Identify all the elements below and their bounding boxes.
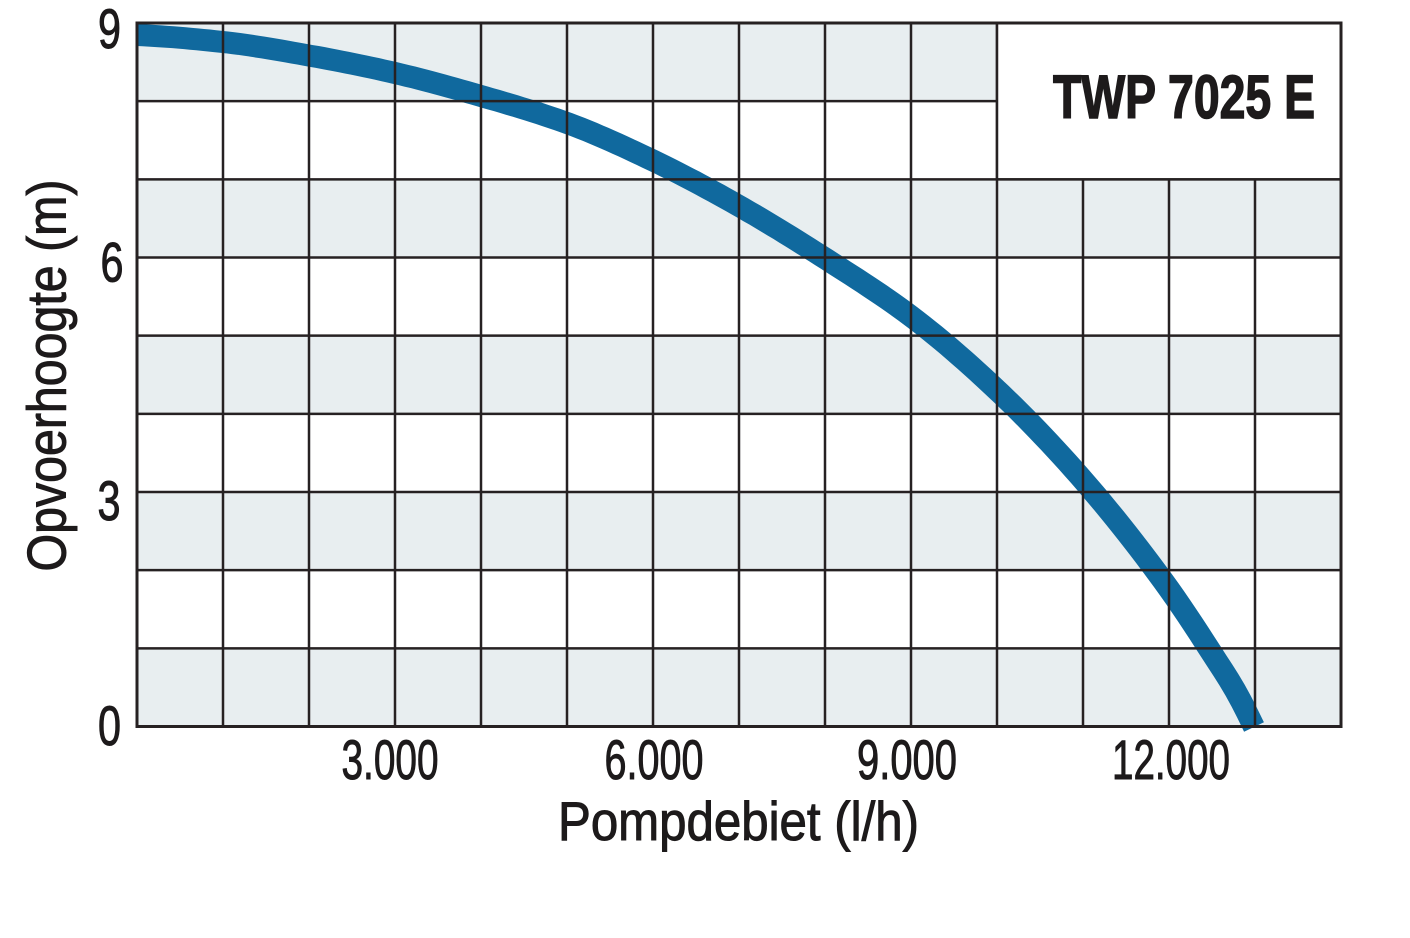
svg-text:3: 3 (98, 469, 121, 532)
svg-text:9.000: 9.000 (857, 728, 957, 791)
svg-text:6: 6 (101, 230, 124, 293)
svg-text:TWP 7025 E: TWP 7025 E (1053, 63, 1315, 131)
svg-text:6.000: 6.000 (605, 728, 704, 791)
svg-text:9: 9 (98, 0, 121, 60)
svg-text:Pompdebiet (l/h): Pompdebiet (l/h) (558, 791, 919, 852)
svg-text:0: 0 (98, 694, 121, 757)
svg-text:3.000: 3.000 (342, 728, 439, 791)
svg-text:12.000: 12.000 (1112, 728, 1230, 791)
svg-text:Opvoerhoogte (m): Opvoerhoogte (m) (16, 180, 78, 572)
